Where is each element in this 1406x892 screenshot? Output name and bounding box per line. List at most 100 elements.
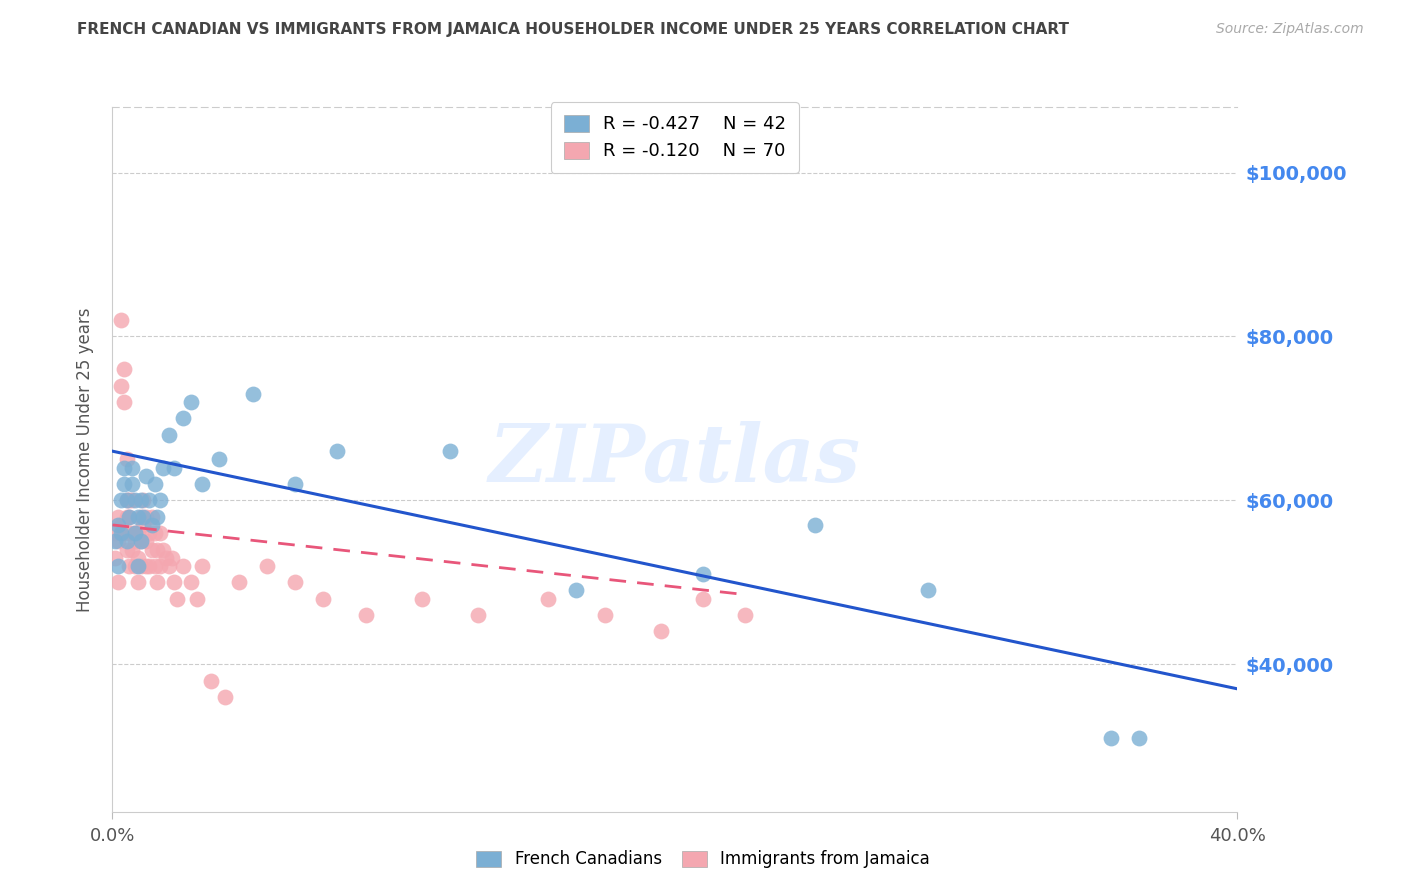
Point	[172, 558, 194, 573]
Point	[284, 477, 307, 491]
Point	[138, 526, 160, 541]
Point	[146, 542, 169, 557]
Point	[804, 517, 827, 532]
Point	[110, 493, 132, 508]
Point	[129, 493, 152, 508]
Point	[124, 526, 146, 541]
Point	[110, 378, 132, 392]
Text: ZIPatlas: ZIPatlas	[489, 421, 860, 498]
Point	[115, 534, 138, 549]
Point	[118, 558, 141, 573]
Point	[118, 509, 141, 524]
Point	[110, 313, 132, 327]
Point	[107, 517, 129, 532]
Point	[160, 550, 183, 565]
Point	[127, 509, 149, 524]
Point	[107, 558, 129, 573]
Point	[917, 583, 939, 598]
Point	[141, 509, 163, 524]
Point	[354, 608, 377, 623]
Point	[121, 542, 143, 557]
Text: FRENCH CANADIAN VS IMMIGRANTS FROM JAMAICA HOUSEHOLDER INCOME UNDER 25 YEARS COR: FRENCH CANADIAN VS IMMIGRANTS FROM JAMAI…	[77, 22, 1070, 37]
Point	[107, 509, 129, 524]
Point	[132, 493, 155, 508]
Point	[152, 542, 174, 557]
Point	[107, 575, 129, 590]
Point	[565, 583, 588, 598]
Point	[115, 452, 138, 467]
Point	[191, 558, 214, 573]
Point	[411, 591, 433, 606]
Point	[124, 558, 146, 573]
Point	[135, 509, 157, 524]
Point	[146, 509, 169, 524]
Point	[149, 526, 172, 541]
Point	[228, 575, 250, 590]
Point	[107, 534, 129, 549]
Point	[186, 591, 208, 606]
Point	[129, 509, 152, 524]
Point	[121, 477, 143, 491]
Point	[157, 558, 180, 573]
Point	[326, 444, 349, 458]
Point	[191, 477, 214, 491]
Point	[467, 608, 489, 623]
Point	[129, 558, 152, 573]
Point	[143, 477, 166, 491]
Point	[593, 608, 616, 623]
Point	[312, 591, 335, 606]
Point	[141, 542, 163, 557]
Legend: French Canadians, Immigrants from Jamaica: French Canadians, Immigrants from Jamaic…	[468, 842, 938, 877]
Point	[1099, 731, 1122, 745]
Point	[115, 542, 138, 557]
Point	[1128, 731, 1150, 745]
Point	[146, 575, 169, 590]
Point	[200, 673, 222, 688]
Legend: R = -0.427    N = 42, R = -0.120    N = 70: R = -0.427 N = 42, R = -0.120 N = 70	[551, 102, 799, 173]
Point	[157, 427, 180, 442]
Point	[180, 395, 202, 409]
Point	[135, 558, 157, 573]
Point	[149, 493, 172, 508]
Point	[110, 517, 132, 532]
Point	[256, 558, 278, 573]
Point	[135, 468, 157, 483]
Point	[734, 608, 756, 623]
Point	[112, 362, 135, 376]
Point	[208, 452, 231, 467]
Point	[112, 526, 135, 541]
Point	[127, 575, 149, 590]
Point	[650, 624, 672, 639]
Point	[242, 387, 264, 401]
Point	[118, 526, 141, 541]
Point	[132, 517, 155, 532]
Point	[214, 690, 236, 704]
Point	[132, 509, 155, 524]
Point	[138, 493, 160, 508]
Point	[284, 575, 307, 590]
Point	[115, 493, 138, 508]
Point	[127, 526, 149, 541]
Point	[129, 534, 152, 549]
Point	[115, 509, 138, 524]
Point	[124, 534, 146, 549]
Point	[141, 517, 163, 532]
Point	[163, 460, 186, 475]
Point	[115, 493, 138, 508]
Point	[112, 477, 135, 491]
Point	[104, 526, 127, 541]
Text: Source: ZipAtlas.com: Source: ZipAtlas.com	[1216, 22, 1364, 37]
Point	[118, 493, 141, 508]
Point	[537, 591, 560, 606]
Point	[143, 526, 166, 541]
Point	[180, 575, 202, 590]
Point	[692, 567, 714, 582]
Point	[121, 460, 143, 475]
Point	[149, 558, 172, 573]
Point	[129, 534, 152, 549]
Point	[155, 550, 177, 565]
Point	[152, 460, 174, 475]
Point	[124, 526, 146, 541]
Point	[692, 591, 714, 606]
Point	[112, 460, 135, 475]
